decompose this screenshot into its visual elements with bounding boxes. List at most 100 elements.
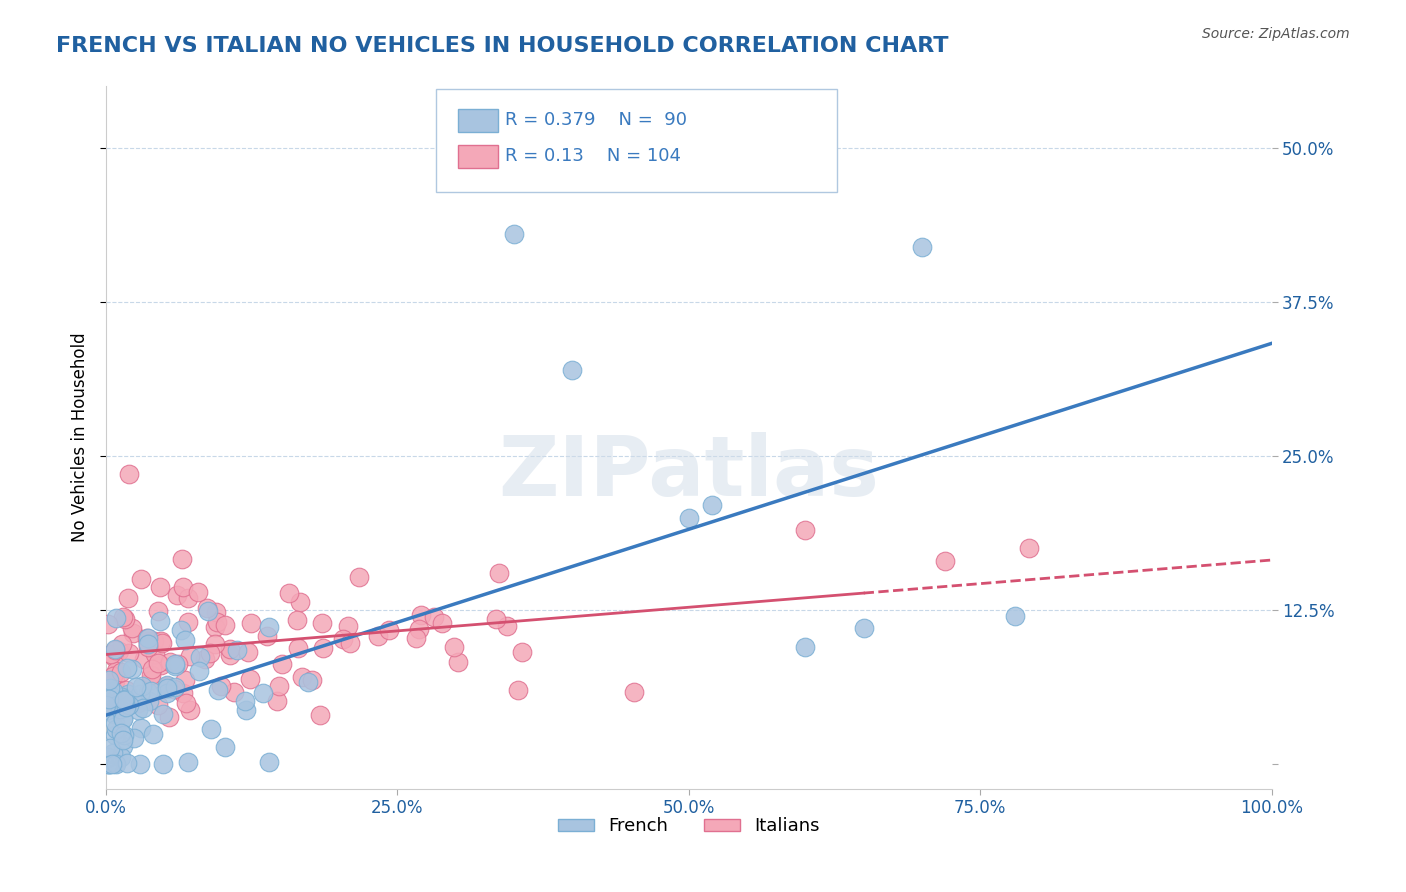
Point [108, 702, 131, 716]
Point [100, 647, 122, 661]
Point [485, 612, 508, 626]
Point [163, 682, 186, 697]
Point [678, 510, 700, 524]
Point [104, 715, 127, 730]
Point [118, 646, 141, 660]
Point [143, 634, 166, 648]
Y-axis label: No Vehicles in Household: No Vehicles in Household [72, 333, 89, 542]
Point [118, 698, 141, 712]
Legend: French, Italians: French, Italians [550, 810, 827, 843]
Point [104, 756, 127, 770]
Point [127, 696, 149, 710]
Point [510, 644, 533, 658]
Point [138, 694, 160, 708]
Point [700, 498, 723, 512]
Point [852, 621, 875, 635]
Point [104, 664, 127, 678]
Point [257, 620, 280, 634]
Point [110, 726, 132, 740]
Point [152, 756, 174, 771]
Point [503, 227, 526, 242]
Point [97, 749, 120, 764]
Point [285, 613, 308, 627]
Point [148, 656, 170, 670]
Point [187, 585, 209, 599]
Point [98, 740, 121, 755]
Point [157, 710, 180, 724]
Point [131, 679, 153, 693]
Point [115, 683, 138, 698]
Point [195, 601, 218, 615]
Point [103, 643, 125, 657]
Point [101, 684, 124, 698]
Point [159, 656, 181, 670]
Point [506, 682, 529, 697]
Point [200, 646, 222, 660]
Point [291, 670, 314, 684]
Point [297, 674, 319, 689]
Point [111, 711, 134, 725]
Point [156, 678, 179, 692]
Point [623, 685, 645, 699]
Point [132, 700, 155, 714]
Point [339, 636, 361, 650]
Point [149, 580, 172, 594]
Point [121, 621, 143, 635]
Point [177, 615, 200, 629]
Point [290, 595, 312, 609]
Point [219, 648, 242, 663]
Point [111, 739, 134, 753]
Point [118, 467, 141, 482]
Point [443, 640, 465, 655]
Point [110, 665, 132, 679]
Point [97, 756, 120, 771]
Point [179, 649, 201, 664]
Point [165, 659, 187, 673]
Point [96, 703, 118, 717]
Point [308, 707, 330, 722]
Point [794, 640, 817, 654]
Point [423, 610, 446, 624]
Point [150, 636, 173, 650]
Point [233, 693, 256, 707]
Text: R = 0.379    N =  90: R = 0.379 N = 90 [505, 112, 686, 129]
Point [138, 637, 160, 651]
Point [117, 591, 139, 606]
Point [177, 756, 200, 770]
Point [115, 699, 138, 714]
Point [117, 687, 139, 701]
Point [197, 603, 219, 617]
Point [97, 696, 120, 710]
Point [104, 641, 127, 656]
Point [214, 740, 236, 755]
Point [170, 624, 193, 638]
Point [111, 690, 134, 704]
Point [138, 632, 160, 646]
Point [139, 673, 162, 688]
Point [200, 723, 222, 737]
Point [114, 692, 136, 706]
Point [115, 756, 138, 771]
Point [1004, 609, 1026, 624]
Point [225, 643, 247, 657]
Point [1018, 541, 1040, 556]
Point [205, 605, 228, 619]
Point [136, 637, 159, 651]
Point [214, 618, 236, 632]
Point [187, 664, 209, 678]
Point [115, 661, 138, 675]
Point [156, 681, 179, 695]
Point [173, 632, 195, 647]
Point [134, 651, 156, 665]
Point [488, 566, 510, 580]
Point [122, 625, 145, 640]
Point [224, 685, 246, 699]
Point [496, 619, 519, 633]
Point [172, 580, 194, 594]
Point [239, 615, 262, 630]
Point [367, 629, 389, 643]
Point [219, 641, 242, 656]
Point [129, 721, 152, 735]
Point [97, 617, 120, 632]
Point [277, 586, 299, 600]
